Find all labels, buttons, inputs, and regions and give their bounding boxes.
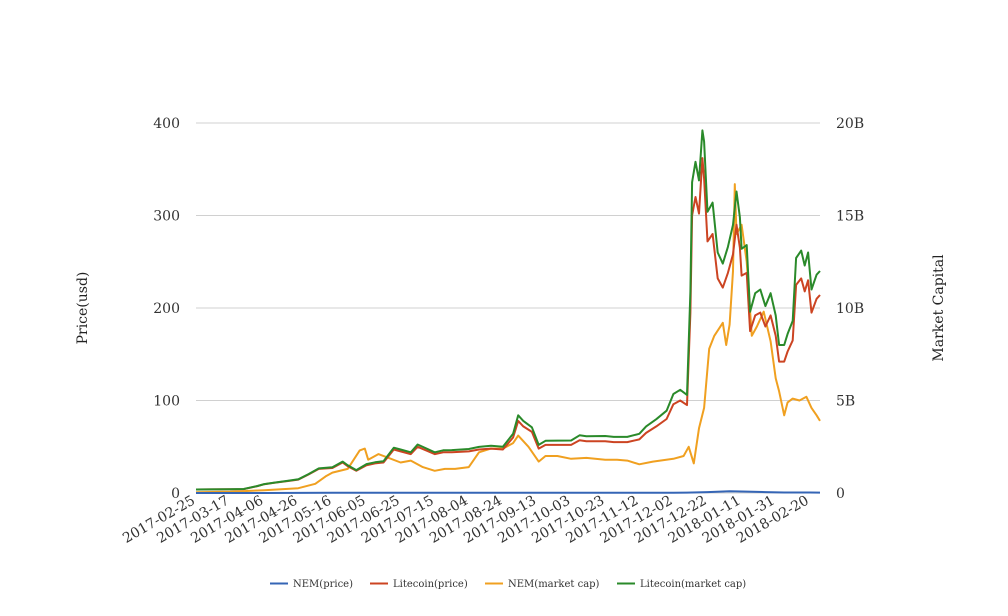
- right-axis-title: Market Capital: [931, 254, 947, 362]
- legend: NEM(price) Litecoin(price) NEM(market cap)…: [270, 579, 746, 590]
- left-tick-label: 400: [153, 116, 180, 132]
- left-tick-label: 0: [171, 486, 180, 502]
- right-tick-label: 5B: [836, 394, 855, 410]
- series-line-NEM(price): [196, 490, 821, 494]
- right-tick-label: 0: [836, 486, 845, 502]
- legend-label: NEM(price): [293, 579, 353, 590]
- right-tick-label: 10B: [836, 301, 864, 317]
- right-tick-label: 15B: [836, 209, 864, 225]
- gridlines: [196, 122, 820, 494]
- left-y-axis: 0 100 200 300 400: [153, 116, 180, 502]
- left-tick-label: 200: [153, 301, 180, 317]
- legend-item: NEM(market cap): [485, 579, 600, 590]
- plot-area: [195, 129, 821, 494]
- left-axis-title: Price(usd): [75, 272, 91, 345]
- legend-label: NEM(market cap): [508, 579, 600, 590]
- series-line-NEM(market cap): [195, 183, 821, 494]
- legend-item: Litecoin(market cap): [617, 579, 746, 590]
- legend-item: NEM(price): [270, 579, 353, 590]
- left-tick-label: 100: [153, 394, 180, 410]
- left-tick-label: 300: [153, 209, 180, 225]
- legend-label: Litecoin(market cap): [640, 579, 746, 590]
- legend-label: Litecoin(price): [393, 579, 468, 590]
- series-line-Litecoin(market cap): [195, 129, 821, 491]
- right-tick-label: 20B: [836, 116, 864, 132]
- x-axis: 2017-02-252017-03-172017-04-062017-04-26…: [120, 493, 812, 547]
- right-y-axis: 0 5B 10B 15B 20B: [836, 116, 864, 502]
- legend-item: Litecoin(price): [370, 579, 468, 590]
